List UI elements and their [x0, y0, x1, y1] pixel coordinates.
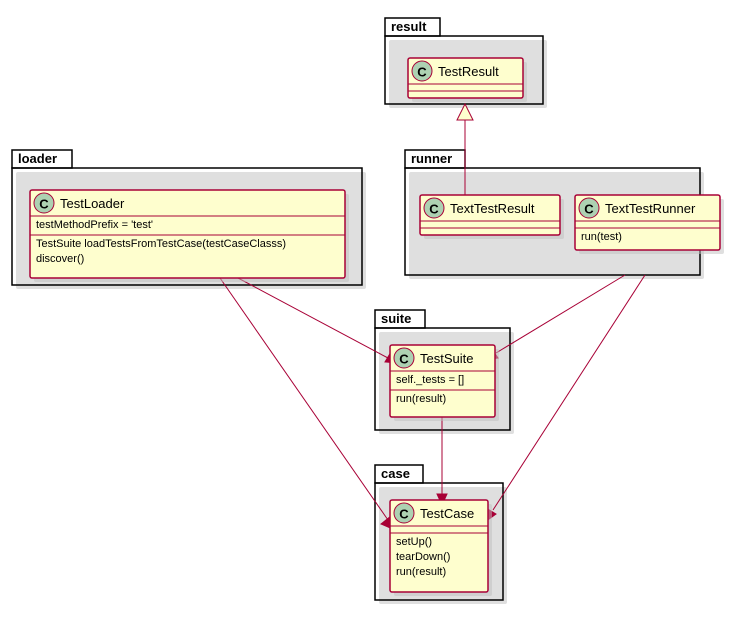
class-title: TestLoader — [60, 196, 125, 211]
class-title: TestResult — [438, 64, 499, 79]
class-TestCase: C TestCase setUp() tearDown() run(result) — [390, 500, 492, 596]
svg-text:C: C — [417, 65, 427, 80]
class-attr: self._tests = [] — [396, 374, 464, 386]
package-label: loader — [18, 151, 57, 166]
class-title: TextTestResult — [450, 201, 535, 216]
class-attr: testMethodPrefix = 'test' — [36, 219, 153, 231]
class-method: run(result) — [396, 393, 446, 405]
uml-diagram: resultloaderrunnersuitecaseCTestResultCT… — [0, 0, 739, 624]
class-method: discover() — [36, 253, 84, 265]
class-TestResult: C TestResult — [408, 58, 527, 102]
edge — [238, 278, 398, 363]
package-label: suite — [381, 311, 411, 326]
svg-text:C: C — [399, 352, 409, 367]
class-TextTestResult: C TextTestResult — [420, 195, 564, 239]
edge — [485, 275, 625, 360]
svg-text:C: C — [39, 197, 49, 212]
svg-text:C: C — [584, 202, 594, 217]
class-title: TestCase — [420, 506, 474, 521]
class-method: TestSuite loadTestsFromTestCase(testCase… — [36, 238, 286, 250]
package-label: runner — [411, 151, 452, 166]
package-label: case — [381, 466, 410, 481]
class-method: setUp() — [396, 536, 432, 548]
svg-text:C: C — [399, 507, 409, 522]
class-method: tearDown() — [396, 551, 450, 563]
class-method: run(test) — [581, 231, 622, 243]
class-TextTestRunner: C TextTestRunner run(test) — [575, 195, 724, 254]
edge — [220, 278, 395, 530]
class-method: run(result) — [396, 566, 446, 578]
class-title: TextTestRunner — [605, 201, 696, 216]
class-TestSuite: C TestSuite self._tests = [] run(result) — [390, 345, 499, 421]
class-title: TestSuite — [420, 351, 473, 366]
svg-text:C: C — [429, 202, 439, 217]
class-TestLoader: C TestLoader testMethodPrefix = 'test' Test… — [30, 190, 349, 282]
package-label: result — [391, 19, 427, 34]
